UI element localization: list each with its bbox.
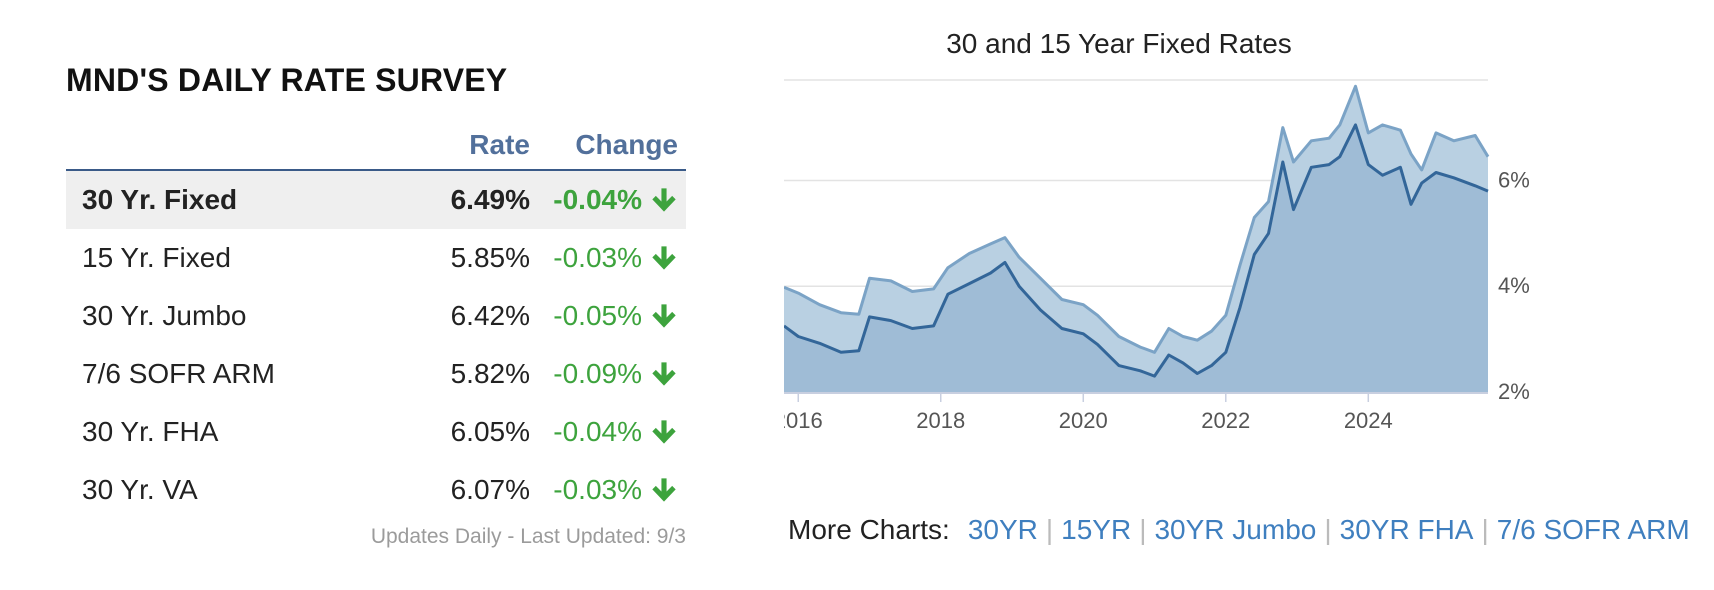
rate-survey-panel: MND'S DAILY RATE SURVEY Rate Change 30 Y…	[66, 55, 686, 548]
chart-title: 30 and 15 Year Fixed Rates	[946, 28, 1292, 59]
col-header-rate: Rate	[418, 121, 542, 171]
rate-row-change: -0.05%	[553, 300, 642, 331]
rate-row[interactable]: 30 Yr. Fixed 6.49% -0.04%	[66, 170, 686, 229]
down-arrow-icon	[652, 362, 676, 386]
y-tick-label: 2%	[1498, 379, 1530, 404]
rate-row-value: 6.49%	[418, 170, 542, 229]
rate-row[interactable]: 30 Yr. VA 6.07% -0.03%	[66, 461, 686, 519]
rate-row-change: -0.03%	[553, 474, 642, 505]
rate-row-name[interactable]: 30 Yr. VA	[82, 474, 198, 505]
rate-row-value: 6.42%	[450, 300, 530, 331]
rate-row-value: 6.07%	[450, 474, 530, 505]
rate-row[interactable]: 7/6 SOFR ARM 5.82% -0.09%	[66, 345, 686, 403]
rate-row-change-cell: -0.03%	[542, 461, 686, 519]
series-area	[784, 124, 1488, 393]
y-tick-label: 6%	[1498, 167, 1530, 192]
rate-row-name[interactable]: 30 Yr. Fixed	[66, 170, 418, 229]
survey-title: MND'S DAILY RATE SURVEY	[66, 55, 686, 105]
link-separator: |	[1481, 514, 1489, 545]
x-tick-label: 2018	[916, 408, 965, 433]
rate-table: Rate Change 30 Yr. Fixed 6.49% -0.04% 15 Yr…	[66, 121, 686, 519]
rate-row-change: -0.09%	[553, 358, 642, 389]
rate-row[interactable]: 30 Yr. FHA 6.05% -0.04%	[66, 403, 686, 461]
rate-row-change-cell: -0.04%	[542, 403, 686, 461]
rate-row-name[interactable]: 15 Yr. Fixed	[82, 242, 231, 273]
more-chart-link[interactable]: 7/6 SOFR ARM	[1496, 514, 1690, 545]
rates-chart: 30 and 15 Year Fixed Rates 2% 4% 6% 2016 201…	[784, 0, 1714, 590]
x-tick-label: 2022	[1201, 408, 1250, 433]
down-arrow-icon	[652, 478, 676, 502]
rate-row-value: 5.85%	[450, 242, 530, 273]
more-chart-link[interactable]: 30YR Jumbo	[1154, 514, 1317, 545]
rate-row-change-cell: -0.03%	[542, 229, 686, 287]
rate-row[interactable]: 15 Yr. Fixed 5.85% -0.03%	[66, 229, 686, 287]
survey-title-bold: DAILY RATE SURVEY	[177, 62, 508, 98]
down-arrow-icon	[652, 420, 676, 444]
link-separator: |	[1045, 514, 1054, 545]
more-charts-bar: More Charts: 30YR | 15YR | 30YR Jumbo | 30YR FH…	[788, 514, 1690, 546]
last-updated-text: Updates Daily - Last Updated: 9/3	[370, 525, 686, 548]
rate-row-change-cell: -0.05%	[542, 287, 686, 345]
more-charts-label: More Charts:	[788, 514, 950, 545]
rate-row-value: 5.82%	[450, 358, 530, 389]
more-chart-link[interactable]: 30YR	[967, 514, 1038, 545]
col-header-change: Change	[542, 121, 686, 171]
link-separator: |	[1324, 514, 1332, 545]
y-tick-label: 4%	[1498, 273, 1530, 298]
rate-row-name[interactable]: 30 Yr. Jumbo	[82, 300, 247, 331]
series-line	[784, 123, 1489, 378]
x-tick-label: 2020	[1059, 408, 1108, 433]
col-header-name	[66, 121, 418, 171]
rate-row-value: 6.05%	[450, 416, 530, 447]
rate-row-change-cell: -0.09%	[542, 345, 686, 403]
down-arrow-icon	[652, 246, 676, 270]
x-tick-label: 2016	[784, 408, 823, 433]
rate-row-change: -0.04%	[553, 416, 642, 447]
rate-row-change: -0.03%	[553, 242, 642, 273]
more-chart-link[interactable]: 30YR FHA	[1339, 514, 1474, 545]
more-chart-link[interactable]: 15YR	[1061, 514, 1132, 545]
rate-row-name[interactable]: 30 Yr. FHA	[82, 416, 219, 447]
series-line	[784, 84, 1490, 354]
down-arrow-icon	[652, 304, 676, 328]
link-separator: |	[1139, 514, 1147, 545]
x-tick-label: 2024	[1344, 408, 1393, 433]
rate-row-name[interactable]: 7/6 SOFR ARM	[82, 358, 275, 389]
chart-svg: 2% 4% 6% 2016 2018 2020 2022 2024	[784, 79, 1530, 433]
survey-title-prefix: MND'S	[66, 62, 169, 98]
rate-row-change: -0.04%	[553, 184, 642, 215]
rate-row-change-cell: -0.04%	[542, 170, 686, 229]
down-arrow-icon	[652, 188, 676, 212]
rate-row[interactable]: 30 Yr. Jumbo 6.42% -0.05%	[66, 287, 686, 345]
rate-table-header: Rate Change	[66, 121, 686, 171]
